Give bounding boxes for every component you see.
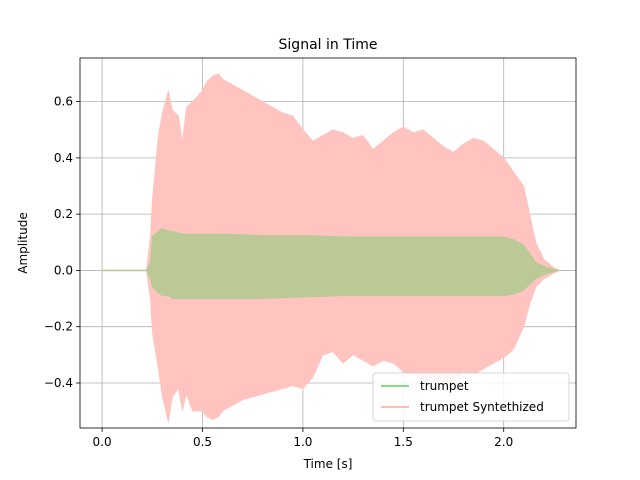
x-tick-label-3: 1.5 (394, 435, 413, 449)
x-axis-ticks: 0.0 0.5 1.0 1.5 2.0 (93, 428, 513, 449)
axes-frame (79, 57, 577, 429)
y-tick-label-4: 0.4 (54, 151, 73, 165)
x-tick-label-4: 2.0 (494, 435, 513, 449)
y-tick-label-3: 0.2 (54, 207, 73, 221)
legend-label-trumpet: trumpet (420, 379, 469, 393)
plot-area (102, 73, 561, 423)
legend: trumpet trumpet Syntethized (372, 372, 570, 422)
x-tick-label-2: 1.0 (293, 435, 312, 449)
legend-label-trumpet-synthesized: trumpet Syntethized (420, 400, 544, 414)
y-axis-label: Amplitude (16, 212, 30, 274)
legend-box (372, 372, 570, 422)
x-axis-label: Time [s] (303, 457, 353, 471)
y-axis-ticks: −0.4 −0.2 0.0 0.2 0.4 0.6 (44, 95, 80, 390)
y-tick-label-1: −0.2 (44, 320, 73, 334)
x-tick-label-0: 0.0 (93, 435, 112, 449)
y-tick-label-0: −0.4 (44, 376, 73, 390)
y-tick-label-5: 0.6 (54, 95, 73, 109)
x-tick-label-1: 0.5 (193, 435, 212, 449)
y-tick-label-2: 0.0 (54, 263, 73, 277)
chart-title: Signal in Time (279, 37, 378, 53)
series-envelope-1 (102, 227, 560, 299)
